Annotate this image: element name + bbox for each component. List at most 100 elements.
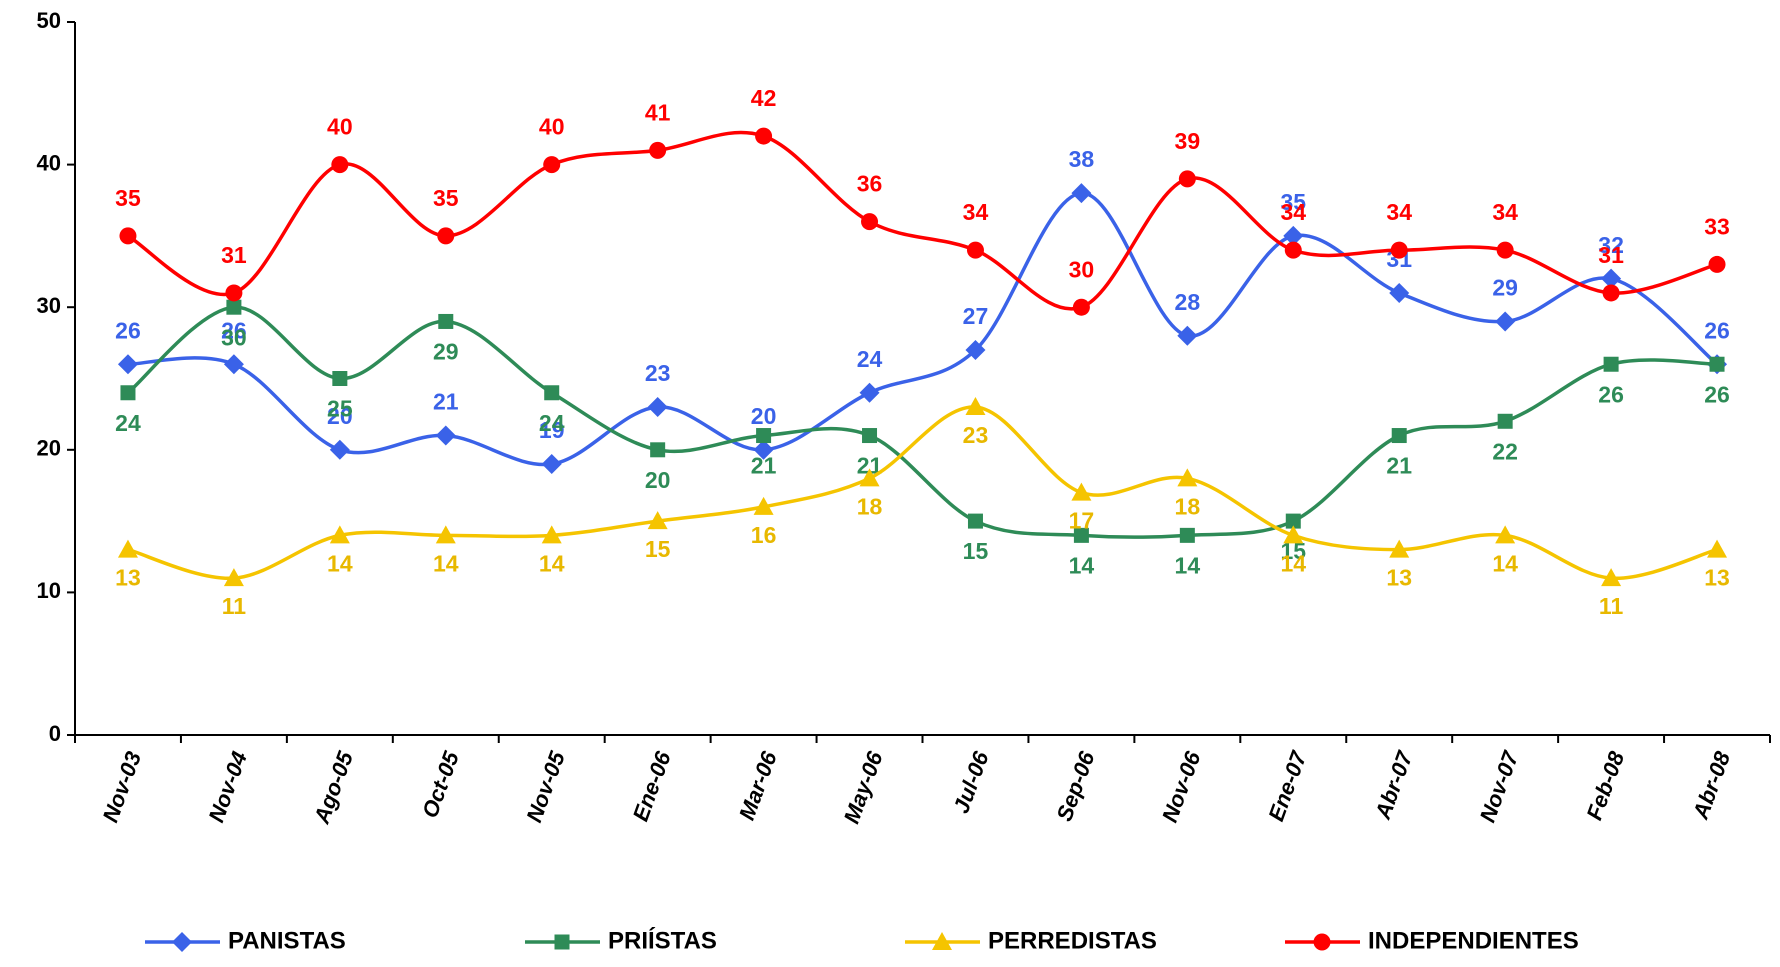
x-tick-label: Feb-08 [1582, 747, 1630, 823]
marker [1071, 482, 1092, 501]
y-tick-label: 50 [37, 8, 61, 33]
marker [1497, 413, 1513, 429]
x-tick-label: Abr-08 [1688, 747, 1736, 823]
marker [1283, 225, 1304, 246]
marker [1389, 539, 1410, 558]
x-tick-label: Nov-05 [521, 747, 570, 825]
data-label: 21 [433, 389, 459, 415]
data-label: 23 [963, 422, 989, 448]
marker [1603, 356, 1619, 372]
data-label: 14 [327, 550, 353, 576]
data-label: 24 [115, 410, 141, 436]
line [127, 405, 1718, 580]
data-label: 26 [221, 317, 247, 343]
data-label: 22 [1492, 438, 1518, 464]
marker [435, 425, 456, 446]
legend-label: PRIÍSTAS [608, 926, 717, 954]
marker [1601, 268, 1622, 289]
marker [861, 213, 879, 231]
marker [329, 439, 350, 460]
marker [223, 354, 244, 375]
marker [1495, 525, 1516, 544]
marker [541, 454, 562, 475]
marker [332, 371, 348, 386]
y-tick-label: 40 [37, 150, 61, 175]
marker [438, 313, 454, 329]
data-label: 26 [1704, 381, 1730, 407]
data-label: 11 [1599, 593, 1624, 619]
series: 35 31 40 35 40 41 42 36 34 30 39 34 34 34 31 33 [115, 85, 1730, 316]
marker [1177, 468, 1198, 487]
data-label: 15 [645, 536, 671, 562]
marker [967, 513, 983, 529]
data-label: 25 [327, 396, 353, 422]
marker [1284, 241, 1302, 259]
marker [1177, 325, 1198, 346]
marker [1391, 428, 1407, 444]
data-label: 29 [433, 339, 459, 365]
marker [437, 227, 455, 245]
marker [435, 525, 456, 544]
data-label: 14 [1492, 550, 1518, 576]
data-label: 13 [115, 565, 141, 591]
data-label: 14 [1069, 552, 1095, 578]
marker [966, 241, 984, 259]
marker [647, 397, 668, 418]
marker [1073, 527, 1089, 543]
data-label: 23 [645, 360, 671, 386]
legend-marker [932, 932, 952, 950]
data-label: 18 [1175, 493, 1201, 519]
data-label: 31 [1598, 242, 1624, 268]
marker [859, 468, 880, 487]
x-tick-label: Nov-03 [98, 748, 147, 825]
marker [1389, 282, 1410, 303]
data-label: 34 [1386, 199, 1412, 225]
marker [650, 442, 666, 458]
data-label: 35 [433, 185, 459, 211]
marker [647, 511, 668, 530]
data-label: 40 [327, 114, 353, 140]
data-label: 27 [963, 303, 989, 329]
data-label: 34 [1280, 199, 1306, 225]
data-label: 14 [1175, 552, 1201, 578]
marker [225, 284, 243, 302]
marker [1285, 513, 1301, 529]
marker [119, 227, 137, 245]
data-label: 20 [751, 403, 777, 429]
data-label: 13 [1386, 565, 1412, 591]
x-tick-label: Jul-06 [948, 747, 994, 816]
data-label: 14 [539, 550, 565, 576]
marker [544, 385, 560, 401]
marker [117, 539, 138, 558]
marker [329, 525, 350, 544]
x-tick-label: Ago-05 [309, 747, 359, 827]
data-label: 19 [539, 417, 565, 443]
marker [859, 382, 880, 403]
marker [1390, 241, 1408, 259]
legend-marker [172, 932, 192, 952]
x-tick-label: Ene-06 [628, 747, 676, 824]
marker [753, 439, 774, 460]
marker [541, 525, 562, 544]
x-tick-label: May-06 [839, 747, 888, 826]
data-label: 14 [433, 550, 459, 576]
legend-marker [1313, 933, 1331, 951]
marker [120, 385, 136, 401]
data-label: 20 [327, 403, 353, 429]
marker [1283, 525, 1304, 544]
data-label: 35 [115, 185, 141, 211]
data-label: 18 [857, 493, 883, 519]
marker [1707, 539, 1728, 558]
data-label: 16 [751, 522, 777, 548]
marker [862, 428, 878, 444]
marker [223, 568, 244, 587]
line [127, 130, 1718, 311]
legend-label: PANISTAS [228, 927, 346, 954]
data-label: 15 [963, 538, 989, 564]
y-tick-label: 0 [49, 721, 61, 746]
marker [1179, 527, 1195, 543]
x-tick-label: Ene-07 [1263, 747, 1312, 825]
data-label: 24 [857, 346, 883, 372]
data-label: 11 [222, 593, 247, 619]
